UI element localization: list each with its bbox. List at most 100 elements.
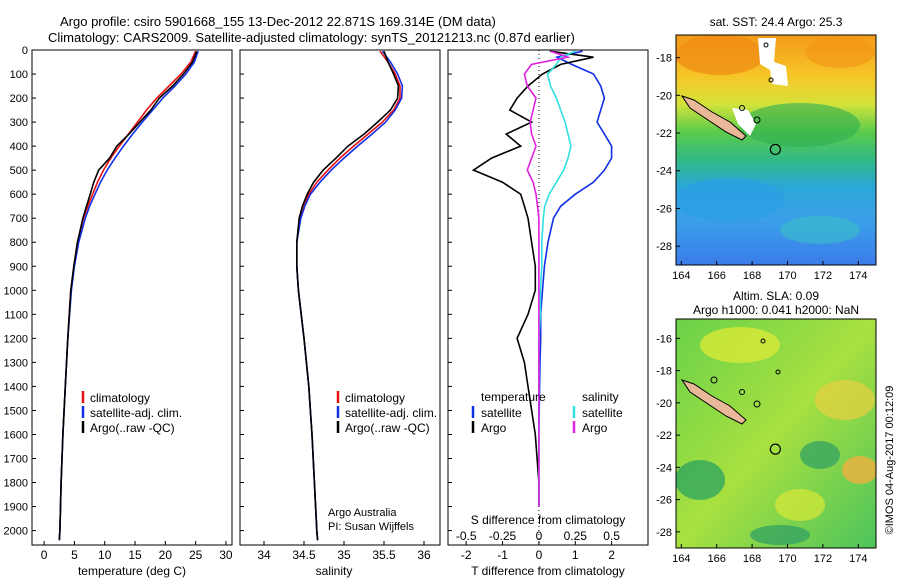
map-lon-label: 168: [743, 553, 761, 565]
sst-map-title: sat. SST: 24.4 Argo: 25.3: [710, 15, 843, 29]
x-tick-label-s: -0.5: [456, 529, 477, 543]
map-lon-label: 166: [708, 553, 726, 565]
x-tick-label-t: 1: [572, 548, 579, 562]
series-line-argo: [58, 50, 198, 541]
institution-label: Argo Australia: [328, 507, 397, 519]
map-lat-label: -24: [656, 462, 672, 474]
temperature-axes: 0 5 10 15 20 25 300100200300400500600700800900…: [4, 45, 233, 562]
depth-tick-label: 800: [10, 237, 28, 249]
figure-title-line2: Climatology: CARS2009. Satellite-adjuste…: [48, 30, 575, 45]
sst-warm-patch: [805, 36, 875, 68]
difference-axes: -2 -1 0 1 2 -0.5 -0.25 0 0.25 0.5: [448, 49, 620, 562]
map-lon-label: 172: [814, 270, 832, 282]
x-tick-label: 20: [159, 548, 173, 562]
depth-tick-label: 1600: [4, 429, 28, 441]
depth-tick-label: 1800: [4, 478, 28, 490]
sla-high-patch: [700, 327, 780, 363]
figure-title-line1: Argo profile: csiro 5901668_155 13-Dec-2…: [60, 14, 496, 29]
x-tick-label-t: -1: [497, 548, 508, 562]
sla-map-image: [676, 319, 876, 548]
sla-low-patch: [800, 441, 840, 469]
series-line-temperature-argo: [471, 50, 594, 507]
series-line-climatology: [58, 50, 197, 541]
series-line-salinity-argo: [523, 50, 572, 507]
argo-profile-marker: [769, 443, 781, 455]
depth-tick-label: 2000: [4, 526, 28, 538]
legend-label-climatology: climatology: [90, 391, 150, 405]
depth-tick-label: 1000: [4, 285, 28, 297]
salinity-xlabel: salinity: [316, 564, 353, 578]
x-tick-label: 35.5: [372, 548, 396, 562]
copyright-stamp: ©IMOS 04-Aug-2017 00:12:09: [884, 386, 896, 535]
depth-tick-label: 1900: [4, 502, 28, 514]
sla-field: [676, 319, 876, 548]
sst-green-patch: [740, 103, 860, 147]
map-lon-label: 164: [672, 270, 690, 282]
depth-tick-label: 100: [10, 69, 28, 81]
legend-title-temperature: temperature: [481, 390, 546, 404]
depth-tick-label: 200: [10, 93, 28, 105]
depth-tick-label: 1500: [4, 405, 28, 417]
x-tick-label: 0: [41, 548, 48, 562]
legend-label-t-argo: Argo: [481, 421, 507, 435]
series-line-argo: [295, 50, 400, 541]
legend-label-s-satellite: satellite: [582, 406, 623, 420]
salinity-lines: [295, 50, 404, 541]
legend-label-t-satellite: satellite: [481, 406, 522, 420]
island-outline: [739, 389, 745, 395]
sst-map-axes: 164 166 168 170 172 174 -18 -20 -22 -24 -26 -28: [656, 53, 867, 282]
depth-tick-label: 1200: [4, 333, 28, 345]
sla-map-axes: 164 166 168 170 172 174 -16 -18 -20 -22 -24 -26 -28: [656, 333, 867, 565]
island-outline: [760, 338, 766, 344]
depth-tick-label: 1700: [4, 453, 28, 465]
island-outline: [763, 42, 769, 48]
map-lat-label: -28: [656, 527, 672, 539]
series-line-satellite: [295, 50, 404, 541]
map-lat-label: -22: [656, 430, 672, 442]
difference-panel: [447, 49, 649, 546]
sla-map-title-line2: Argo h1000: 0.041 h2000: NaN: [693, 303, 859, 317]
map-lat-label: -28: [656, 241, 672, 253]
x-tick-label-t: 0: [536, 548, 543, 562]
map-lat-label: -18: [656, 53, 672, 65]
sla-low-patch: [676, 460, 725, 500]
cloud-mask: [758, 38, 788, 86]
legend-label-satellite: satellite-adj. clim.: [90, 406, 182, 420]
island-outline: [710, 376, 718, 384]
argo-profile-marker: [769, 143, 781, 156]
x-tick-label-t: -2: [461, 548, 472, 562]
difference-legend: temperature satellite Argo salinity sate…: [471, 390, 623, 435]
x-tick-label: 36: [417, 548, 431, 562]
depth-tick-label: 0: [22, 45, 28, 57]
sla-map-frame: [675, 318, 877, 549]
island-outline: [753, 116, 761, 124]
island-outline: [775, 369, 781, 375]
legend-label-climatology: climatology: [345, 391, 405, 405]
map-lon-label: 174: [849, 270, 867, 282]
sst-map-frame: [675, 34, 877, 266]
new-caledonia-land: [680, 95, 747, 141]
sla-map-title-line1: Altim. SLA: 0.09: [733, 289, 819, 303]
sla-high-patch: [815, 380, 875, 420]
legend-label-argo: Argo(..raw -QC): [90, 421, 175, 435]
x-tick-label-s: 0.5: [603, 529, 620, 543]
difference-lines: [471, 50, 613, 545]
x-tick-label: 34: [257, 548, 271, 562]
depth-tick-label: 1100: [4, 309, 28, 321]
salinity-panel: [239, 49, 441, 546]
map-lon-label: 170: [778, 270, 796, 282]
depth-tick-label: 400: [10, 141, 28, 153]
island-outline: [768, 77, 774, 83]
legend-label-argo: Argo(..raw -QC): [345, 421, 430, 435]
map-lat-label: -20: [656, 398, 672, 410]
map-lat-label: -20: [656, 90, 672, 102]
map-lat-label: -16: [656, 333, 672, 345]
x-tick-label: 30: [219, 548, 233, 562]
series-line-temperature-satellite: [538, 50, 613, 507]
depth-tick-label: 300: [10, 117, 28, 129]
pi-label: PI: Susan Wijffels: [328, 521, 414, 533]
x-tick-label-s: -0.25: [489, 529, 517, 543]
legend-label-satellite: satellite-adj. clim.: [345, 406, 437, 420]
map-lat-label: -22: [656, 128, 672, 140]
